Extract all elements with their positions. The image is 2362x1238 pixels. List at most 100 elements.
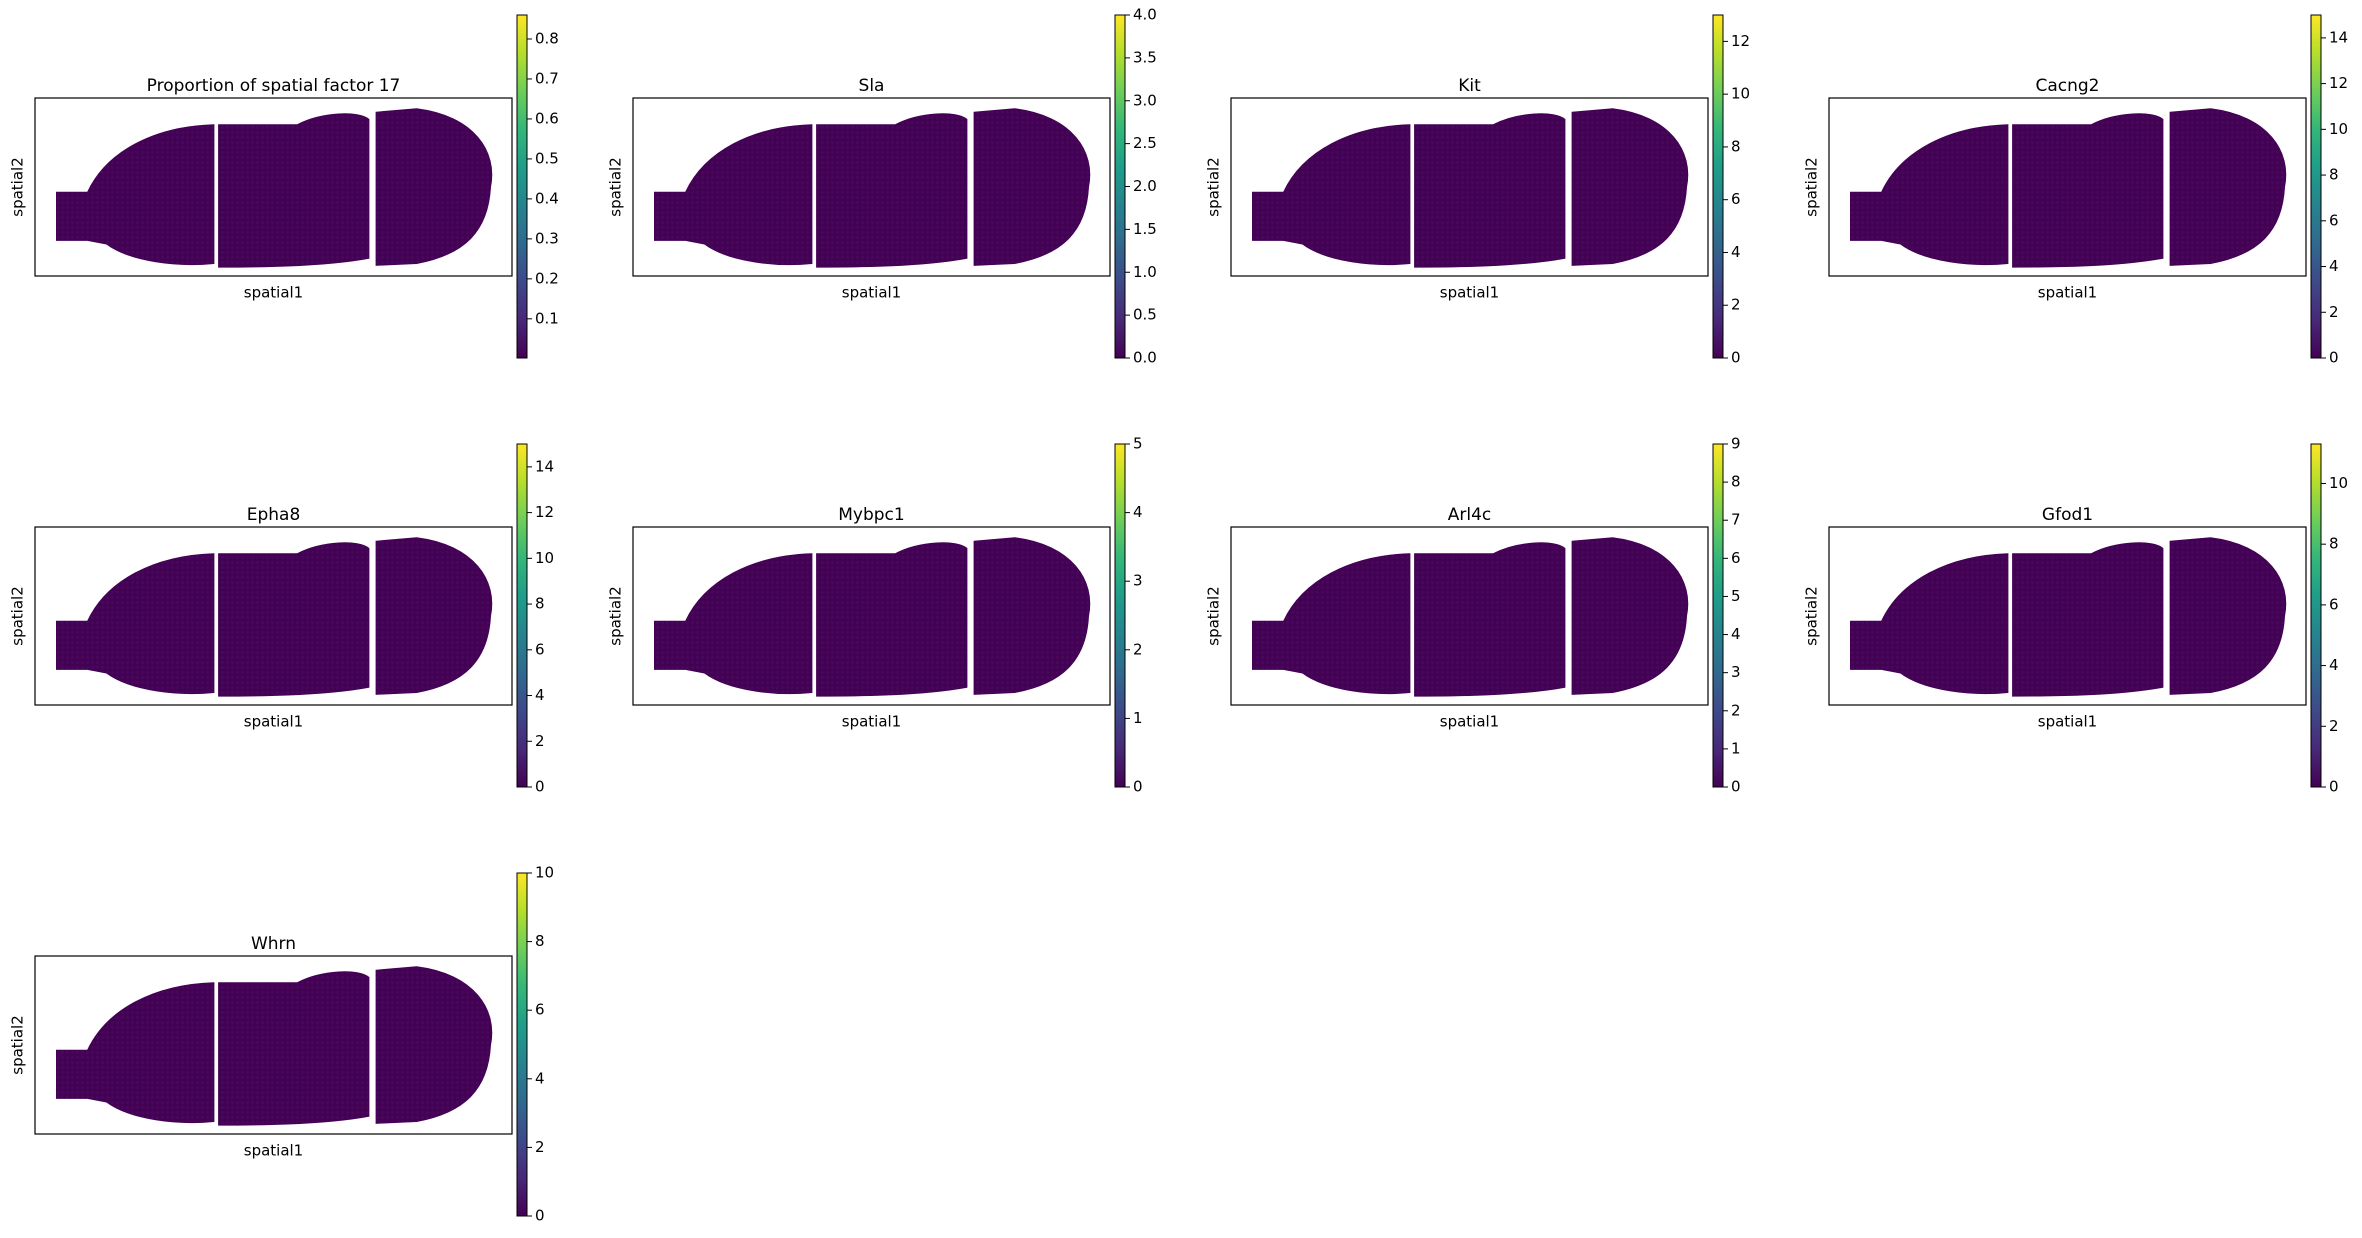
colorbar-tick-label: 4: [1731, 243, 1741, 261]
colorbar-tick-label: 2: [2329, 303, 2339, 321]
colorbar-tick-label: 12: [535, 503, 554, 521]
colorbar-tick-label: 1: [1731, 739, 1741, 757]
axes-frame: [1828, 97, 2307, 277]
colorbar: [1114, 14, 1126, 359]
colorbar-tick-label: 2: [1731, 296, 1741, 314]
tissue-section: [973, 537, 1091, 695]
colorbar-tick-label: 2.0: [1133, 177, 1157, 195]
tissue-section: [654, 124, 813, 266]
tissue-section: [375, 537, 493, 695]
colorbar-tick-label: 9: [1731, 435, 1741, 453]
x-axis-label: spatial1: [244, 1142, 303, 1160]
panel-title: Epha8: [247, 505, 301, 525]
y-axis-label: spatial2: [9, 157, 27, 216]
tissue-section: [218, 542, 370, 697]
colorbar-tick-label: 12: [2329, 74, 2348, 92]
tissue-section: [56, 982, 215, 1124]
colorbar: [1712, 14, 1724, 359]
colorbar-tick-label: 10: [2329, 474, 2348, 492]
colorbar-tick-label: 6: [535, 1001, 545, 1019]
colorbar-tick-label: 1.0: [1133, 263, 1157, 281]
tissue-section: [218, 113, 370, 268]
colorbar-tick-label: 4.0: [1133, 6, 1157, 24]
colorbar-tick-label: 5: [1731, 587, 1741, 605]
panel-title: Cacng2: [2035, 76, 2099, 96]
panel: Cacng2 spatial1 spatial2 0 2 4 6 8 10 12 14: [1803, 14, 2348, 367]
panel: Sla spatial1 spatial2 0.0 0.5 1.0 1.5 2.0 2.5 3.0…: [607, 6, 1157, 367]
colorbar-tick-label: 0: [1731, 349, 1741, 367]
tissue-section: [1850, 553, 2009, 695]
axes-frame: [632, 97, 1111, 277]
colorbar-tick-label: 0.7: [535, 69, 559, 87]
colorbar: [1114, 443, 1126, 788]
colorbar-tick-label: 4: [2329, 257, 2339, 275]
axes-frame: [1230, 97, 1709, 277]
colorbar-tick-label: 0.0: [1133, 349, 1157, 367]
panel-title: Whrn: [251, 934, 296, 954]
y-axis-label: spatial2: [607, 157, 625, 216]
colorbar-tick-label: 0.1: [535, 309, 559, 327]
tissue-section: [2169, 108, 2287, 266]
colorbar-tick-label: 8: [535, 932, 545, 950]
colorbar-tick-label: 10: [535, 549, 554, 567]
tissue-section: [654, 553, 813, 695]
colorbar: [2310, 443, 2322, 788]
tissue-section: [1850, 124, 2009, 266]
colorbar-tick-label: 8: [535, 595, 545, 613]
axes-frame: [34, 97, 513, 277]
colorbar-tick-label: 0: [1133, 778, 1143, 796]
colorbar-tick-label: 5: [1133, 435, 1143, 453]
colorbar-tick-label: 0.5: [1133, 306, 1157, 324]
panel: Mybpc1 spatial1 spatial2 0 1 2 3 4 5: [607, 435, 1143, 796]
tissue-section: [1252, 553, 1411, 695]
colorbar-tick-label: 2: [535, 732, 545, 750]
colorbar-tick-label: 2: [2329, 717, 2339, 735]
colorbar: [2310, 14, 2322, 359]
panel: Proportion of spatial factor 17 spatial1 s…: [9, 14, 559, 359]
colorbar-tick-label: 0: [1731, 778, 1741, 796]
tissue-section: [816, 113, 968, 268]
colorbar-tick-label: 3.5: [1133, 48, 1157, 66]
colorbar-tick-label: 8: [2329, 166, 2339, 184]
axes-frame: [34, 955, 513, 1135]
colorbar-tick-label: 0.3: [535, 229, 559, 247]
colorbar-tick-label: 14: [2329, 28, 2348, 46]
tissue-section: [2012, 542, 2164, 697]
colorbar-tick-label: 6: [535, 640, 545, 658]
x-axis-label: spatial1: [2038, 713, 2097, 731]
tissue-section: [2012, 113, 2164, 268]
colorbar-tick-label: 0.8: [535, 29, 559, 47]
colorbar-tick-label: 8: [1731, 473, 1741, 491]
panel-title: Arl4c: [1448, 505, 1492, 525]
y-axis-label: spatial2: [607, 586, 625, 645]
colorbar-tick-label: 4: [535, 1069, 545, 1087]
tissue-section: [375, 966, 493, 1124]
axes-frame: [632, 526, 1111, 706]
colorbar-tick-label: 3.0: [1133, 91, 1157, 109]
x-axis-label: spatial1: [244, 284, 303, 302]
colorbar-tick-label: 3: [1731, 663, 1741, 681]
colorbar-tick-label: 6: [1731, 549, 1741, 567]
colorbar-tick-label: 0.2: [535, 269, 559, 287]
axes-frame: [1828, 526, 2307, 706]
colorbar-tick-label: 0.6: [535, 109, 559, 127]
panel: Epha8 spatial1 spatial2 0 2 4 6 8 10 12 14: [9, 443, 554, 796]
x-axis-label: spatial1: [1440, 713, 1499, 731]
axes-frame: [34, 526, 513, 706]
colorbar: [516, 443, 528, 788]
colorbar-tick-label: 12: [1731, 32, 1750, 50]
panel: Whrn spatial1 spatial2 0 2 4 6 8 10: [9, 864, 555, 1225]
tissue-section: [1571, 537, 1689, 695]
panel-title: Kit: [1458, 76, 1481, 96]
y-axis-label: spatial2: [1205, 586, 1223, 645]
y-axis-label: spatial2: [1803, 586, 1821, 645]
colorbar-tick-label: 4: [1133, 503, 1143, 521]
y-axis-label: spatial2: [9, 1015, 27, 1074]
colorbar-tick-label: 1: [1133, 709, 1143, 727]
colorbar-tick-label: 0: [535, 1207, 545, 1225]
colorbar-tick-label: 8: [2329, 535, 2339, 553]
colorbar-tick-label: 0: [2329, 778, 2339, 796]
tissue-section: [56, 124, 215, 266]
colorbar-tick-label: 6: [2329, 595, 2339, 613]
tissue-section: [816, 542, 968, 697]
